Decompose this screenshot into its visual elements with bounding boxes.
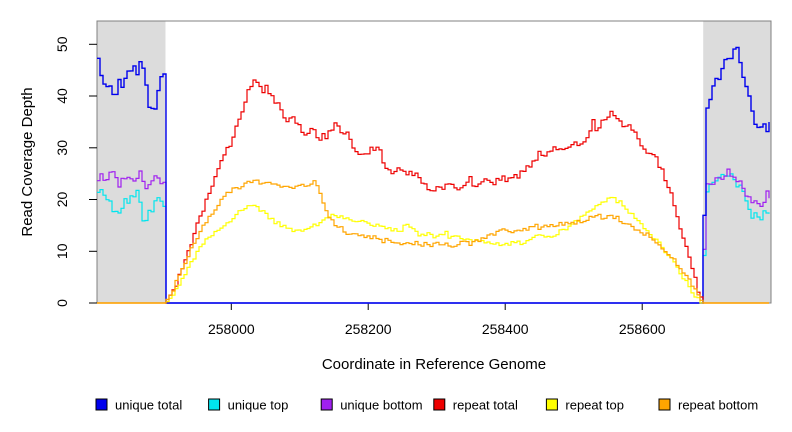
legend-swatch-repeat-bottom <box>658 398 671 411</box>
y-axis-title: Read Coverage Depth <box>19 87 36 236</box>
legend-label: repeat total <box>453 398 518 413</box>
legend-swatch-unique-total <box>95 398 108 411</box>
legend-item-repeat-bottom: repeat bottom <box>658 398 758 413</box>
series-lines <box>97 46 770 304</box>
legend-swatch-unique-bottom <box>320 398 333 411</box>
y-tick-label: 0 <box>54 299 70 307</box>
y-tick-label: 30 <box>54 140 70 156</box>
legend-label: unique top <box>228 398 289 413</box>
legend-label: repeat bottom <box>678 398 758 413</box>
plot-box <box>96 20 772 304</box>
shaded-region <box>97 21 166 303</box>
shaded-region <box>703 21 771 303</box>
y-tick-label: 40 <box>54 88 70 104</box>
legend-item-unique-total: unique total <box>95 398 182 413</box>
plot-border <box>96 20 772 304</box>
shaded-regions <box>97 21 771 303</box>
y-tick-label: 50 <box>54 36 70 52</box>
series-repeat-bottom-line <box>97 179 769 304</box>
x-tick-label: 258400 <box>482 321 529 337</box>
legend-swatch-unique-top <box>208 398 221 411</box>
legend-item-repeat-total: repeat total <box>433 398 518 413</box>
legend: unique total unique top unique bottom repea… <box>95 398 758 413</box>
legend-item-unique-bottom: unique bottom <box>320 398 423 413</box>
series-unique-total-line <box>97 46 770 304</box>
series-repeat-total-line <box>97 79 769 304</box>
legend-label: repeat top <box>565 398 624 413</box>
x-tick-label: 258200 <box>345 321 392 337</box>
legend-item-repeat-top: repeat top <box>545 398 624 413</box>
y-tick-label: 20 <box>54 192 70 208</box>
y-tick-label: 10 <box>54 243 70 259</box>
legend-swatch-repeat-top <box>545 398 558 411</box>
legend-label: unique bottom <box>340 398 422 413</box>
series-repeat-top-line <box>97 196 769 304</box>
legend-label: unique total <box>115 398 182 413</box>
x-tick-label: 258600 <box>619 321 666 337</box>
x-axis-title: Coordinate in Reference Genome <box>322 356 546 373</box>
x-tick-label: 258000 <box>208 321 255 337</box>
axes: 258000 258200 258400 258600 0 10 20 30 40 50 <box>54 36 666 337</box>
legend-item-unique-top: unique top <box>208 398 289 413</box>
legend-swatch-repeat-total <box>433 398 446 411</box>
